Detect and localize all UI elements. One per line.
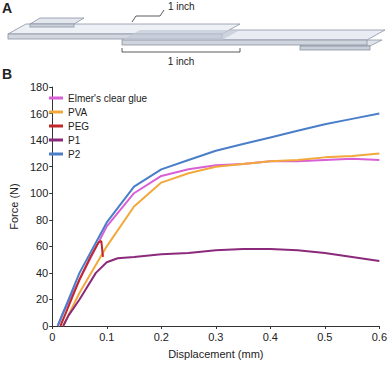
svg-text:P2: P2 (68, 149, 81, 160)
svg-text:180: 180 (30, 81, 48, 93)
svg-text:Elmer's clear glue: Elmer's clear glue (68, 93, 148, 104)
svg-text:0.6: 0.6 (372, 331, 387, 343)
svg-text:P1: P1 (68, 135, 81, 146)
svg-text:160: 160 (30, 108, 48, 120)
svg-text:PEG: PEG (68, 121, 89, 132)
svg-text:120: 120 (30, 161, 48, 173)
svg-text:100: 100 (30, 187, 48, 199)
svg-text:0.4: 0.4 (263, 331, 278, 343)
svg-text:1 inch: 1 inch (168, 1, 195, 12)
svg-text:0: 0 (49, 331, 55, 343)
svg-text:Force (N): Force (N) (8, 183, 20, 229)
svg-text:0.5: 0.5 (317, 331, 332, 343)
svg-text:140: 140 (30, 134, 48, 146)
svg-text:0.3: 0.3 (208, 331, 223, 343)
svg-text:A: A (2, 0, 12, 16)
svg-text:40: 40 (36, 267, 48, 279)
svg-text:1 inch: 1 inch (168, 56, 195, 67)
svg-text:80: 80 (36, 214, 48, 226)
svg-text:20: 20 (36, 293, 48, 305)
svg-text:0: 0 (42, 320, 48, 332)
svg-text:60: 60 (36, 240, 48, 252)
svg-text:0.1: 0.1 (99, 331, 114, 343)
svg-text:Displacement (mm): Displacement (mm) (168, 348, 263, 360)
html-text:B: B (2, 66, 13, 82)
svg-text:PVA: PVA (68, 107, 88, 118)
svg-text:0.2: 0.2 (154, 331, 169, 343)
